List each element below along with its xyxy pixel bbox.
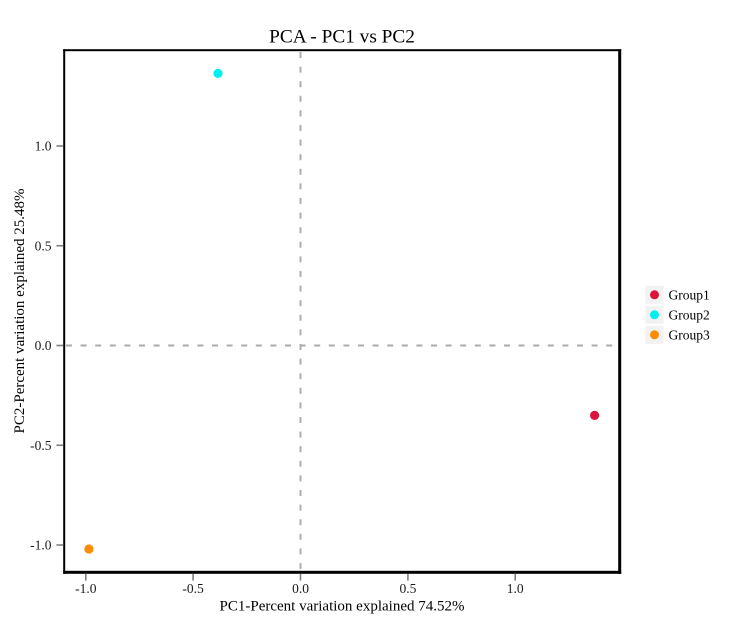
svg-text:0.5: 0.5 <box>399 581 416 596</box>
svg-text:0.0: 0.0 <box>292 581 309 596</box>
svg-text:0.0: 0.0 <box>35 338 52 353</box>
svg-text:0.5: 0.5 <box>35 238 52 253</box>
svg-text:-1.0: -1.0 <box>30 538 52 553</box>
svg-text:PC2-Percent variation explaine: PC2-Percent variation explained 25.48% <box>12 189 28 434</box>
svg-text:1.0: 1.0 <box>507 581 524 596</box>
svg-text:Group3: Group3 <box>669 327 710 342</box>
svg-text:-0.5: -0.5 <box>30 438 52 453</box>
svg-text:PC1-Percent variation explaine: PC1-Percent variation explained 74.52% <box>220 599 465 615</box>
svg-text:-1.0: -1.0 <box>75 581 97 596</box>
svg-text:1.0: 1.0 <box>35 139 52 154</box>
svg-text:-0.5: -0.5 <box>182 581 204 596</box>
svg-text:Group2: Group2 <box>669 307 710 322</box>
svg-text:Group1: Group1 <box>669 287 710 302</box>
svg-text:PCA - PC1 vs PC2: PCA - PC1 vs PC2 <box>269 27 415 48</box>
